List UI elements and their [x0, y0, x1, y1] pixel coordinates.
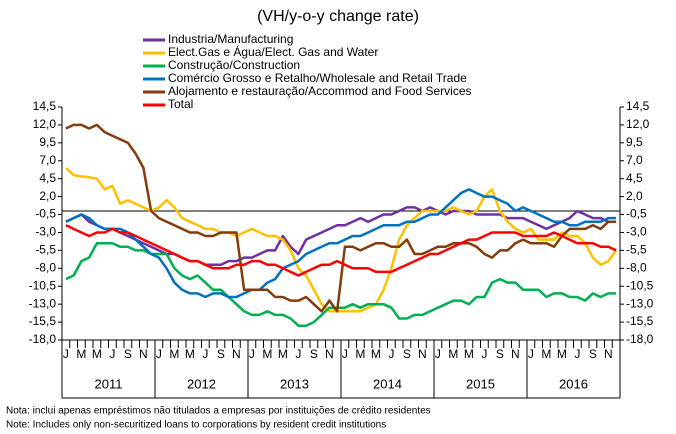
y-tick-label: 4,5: [39, 171, 56, 185]
x-tick-label: M: [541, 347, 551, 361]
series-line: [65, 241, 617, 327]
legend-label: Elect.Gas e Água/Elect. Gas and Water: [168, 44, 378, 59]
y-tick-label: 14,5: [33, 99, 57, 113]
x-tick-label: J: [202, 347, 208, 361]
series-line: [65, 206, 617, 266]
x-tick-label: S: [124, 347, 132, 361]
y2-tick-label: -8,0: [626, 260, 647, 274]
y2-tick-label: -3,0: [626, 225, 647, 239]
x-tick-label: S: [403, 347, 411, 361]
x-tick-label: J: [109, 347, 115, 361]
x-tick-label: J: [156, 347, 162, 361]
x-tick-label: S: [217, 347, 225, 361]
x-tick-label: J: [481, 347, 487, 361]
y-tick-label: -8,0: [35, 260, 56, 274]
x-tick-label: M: [371, 347, 381, 361]
x-tick-label: J: [435, 347, 441, 361]
y2-tick-label: -18,0: [626, 332, 654, 346]
x-tick-label: N: [139, 347, 148, 361]
series-line: [65, 166, 618, 313]
x-tick-label: M: [464, 347, 474, 361]
series-line: [65, 224, 617, 277]
x-tick-label: J: [388, 347, 394, 361]
series-line: [65, 188, 617, 299]
chart-title: (VH/y-o-y change rate): [257, 8, 419, 25]
legend-label: Alojamento e restauração/Accommod and Fo…: [168, 84, 472, 98]
x-tick-label: N: [604, 347, 613, 361]
x-tick-label: N: [325, 347, 334, 361]
y2-tick-label: 7,0: [626, 153, 643, 167]
y-tick-label: 12,0: [33, 117, 57, 131]
y2-tick-label: -0,5: [626, 207, 647, 221]
x-tick-label: S: [589, 347, 597, 361]
x-tick-label: M: [76, 347, 86, 361]
x-tick-label: N: [511, 347, 520, 361]
legend-label: Construção/Construction: [168, 58, 300, 72]
legend-label: Total: [168, 97, 193, 111]
y-tick-label: -15,5: [29, 314, 57, 328]
x-tick-label: J: [63, 347, 69, 361]
x-tick-label: J: [342, 347, 348, 361]
x-tick-label: J: [249, 347, 255, 361]
x-tick-label: M: [448, 347, 458, 361]
y2-tick-label: -10,5: [626, 278, 654, 292]
y-tick-label: -10,5: [29, 278, 57, 292]
year-label: 2011: [95, 376, 123, 391]
year-label: 2014: [373, 376, 402, 391]
x-tick-label: J: [528, 347, 534, 361]
x-tick-label: M: [185, 347, 195, 361]
y2-tick-label: 4,5: [626, 171, 643, 185]
note: Nota: inclui apenas empréstimos não titu…: [6, 406, 431, 417]
y2-tick-label: 9,5: [626, 135, 643, 149]
y-tick-label: 2,0: [39, 189, 56, 203]
x-tick-label: S: [496, 347, 504, 361]
x-tick-label: M: [92, 347, 102, 361]
y-tick-label: -0,5: [35, 207, 56, 221]
series-line: [65, 123, 617, 313]
x-tick-label: J: [574, 347, 580, 361]
year-label: 2015: [466, 376, 495, 391]
y-tick-label: -3,0: [35, 225, 56, 239]
y-tick-label: -5,5: [35, 243, 56, 257]
legend-label: Comércio Grosso e Retalho/Wholesale and …: [168, 71, 467, 85]
y-tick-label: 9,5: [39, 135, 56, 149]
x-tick-label: M: [557, 347, 567, 361]
x-tick-label: M: [262, 347, 272, 361]
y-tick-label: -13,0: [29, 296, 57, 310]
legend-label: Industria/Manufacturing: [168, 32, 293, 46]
y-tick-label: 7,0: [39, 153, 56, 167]
x-tick-label: N: [418, 347, 427, 361]
year-label: 2013: [280, 376, 309, 391]
x-tick-label: M: [278, 347, 288, 361]
y-tick-label: -18,0: [29, 332, 57, 346]
x-tick-label: J: [295, 347, 301, 361]
y2-tick-label: -15,5: [626, 314, 654, 328]
x-tick-label: N: [232, 347, 241, 361]
y2-tick-label: 14,5: [626, 99, 650, 113]
x-tick-label: S: [310, 347, 318, 361]
y2-tick-label: -13,0: [626, 296, 654, 310]
year-label: 2016: [559, 376, 588, 391]
y2-tick-label: 12,0: [626, 117, 650, 131]
x-tick-label: M: [355, 347, 365, 361]
y2-tick-label: 2,0: [626, 189, 643, 203]
x-tick-label: M: [169, 347, 179, 361]
year-label: 2012: [187, 376, 216, 391]
y2-tick-label: -5,5: [626, 243, 647, 257]
note: Note: Includes only non-securitized loan…: [6, 420, 386, 431]
